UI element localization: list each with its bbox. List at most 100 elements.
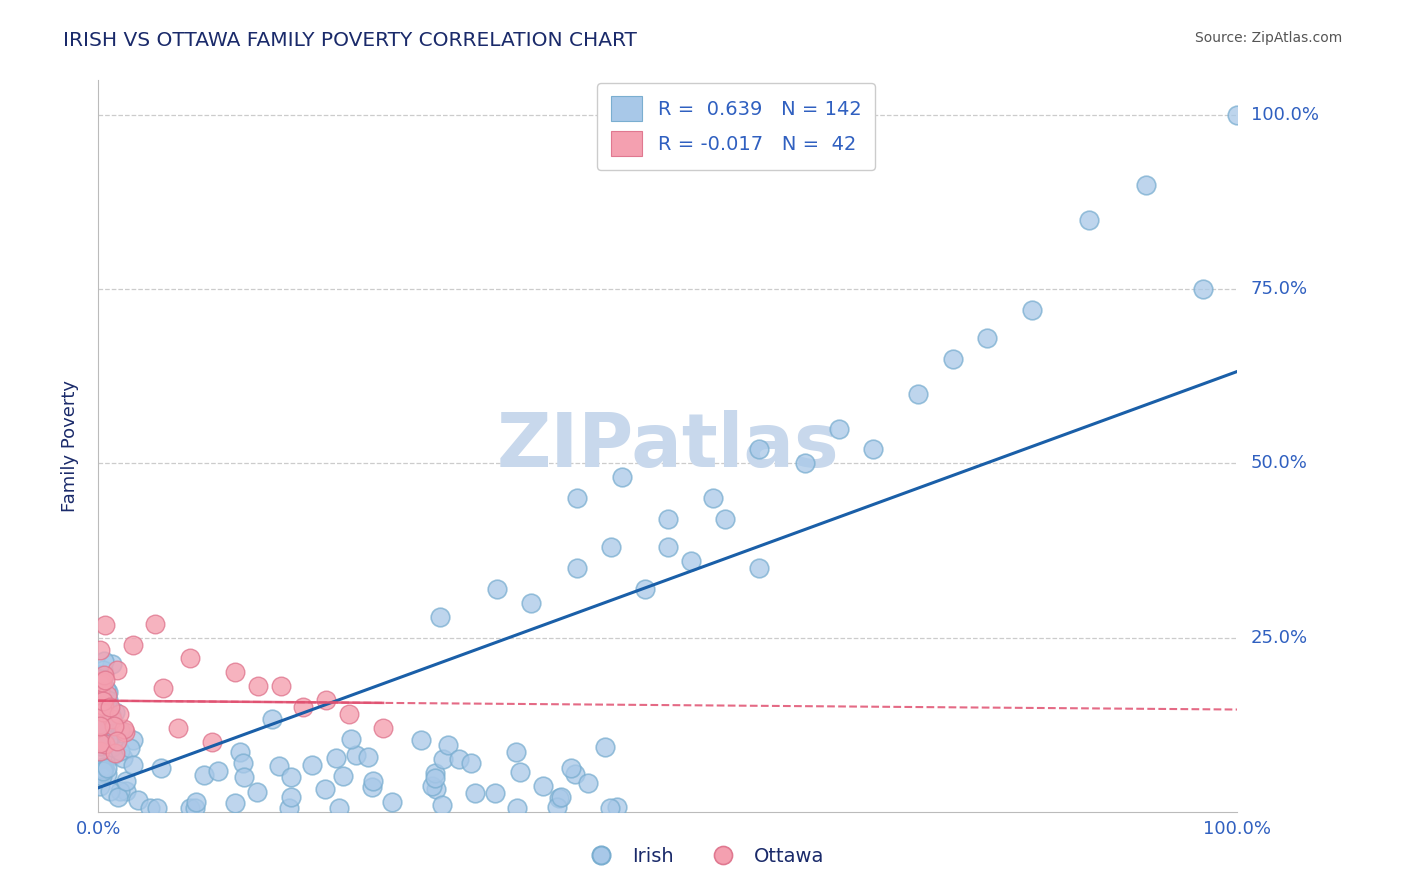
Point — [862, 442, 884, 457]
Point — [325, 751, 347, 765]
Text: 75.0%: 75.0% — [1251, 280, 1308, 298]
Point — [976, 331, 998, 345]
Point — [314, 782, 336, 797]
Point — [337, 707, 360, 722]
Point — [91, 747, 114, 761]
Point — [207, 764, 229, 778]
Point — [267, 759, 290, 773]
Point — [93, 759, 115, 773]
Point — [89, 739, 111, 753]
Point — [565, 491, 588, 506]
Point — [100, 713, 122, 727]
Point — [90, 674, 112, 689]
Point — [89, 643, 111, 657]
Point — [1078, 212, 1101, 227]
Text: 100.0%: 100.0% — [1251, 106, 1319, 124]
Point — [371, 721, 394, 735]
Point — [409, 733, 432, 747]
Point — [447, 752, 470, 766]
Point — [94, 693, 117, 707]
Point — [1192, 282, 1215, 296]
Point — [344, 747, 367, 762]
Point — [91, 694, 114, 708]
Point — [550, 789, 572, 804]
Point — [315, 693, 337, 707]
Point — [430, 798, 453, 813]
Point — [91, 701, 114, 715]
Point — [121, 758, 143, 772]
Point — [89, 719, 111, 733]
Point — [357, 750, 380, 764]
Point — [93, 762, 115, 776]
Point — [152, 681, 174, 696]
Point — [280, 770, 302, 784]
Point — [89, 744, 111, 758]
Point — [89, 714, 111, 728]
Point — [828, 421, 851, 435]
Point — [505, 745, 527, 759]
Point — [91, 769, 114, 783]
Point — [1226, 108, 1249, 122]
Point — [96, 689, 118, 703]
Point — [107, 790, 129, 805]
Point — [110, 723, 132, 737]
Point — [103, 719, 125, 733]
Point — [432, 752, 454, 766]
Point — [464, 786, 486, 800]
Point — [89, 734, 111, 748]
Point — [138, 801, 160, 815]
Point — [94, 673, 117, 688]
Point — [93, 699, 115, 714]
Point — [423, 766, 446, 780]
Point — [679, 554, 702, 568]
Point — [111, 751, 134, 765]
Point — [94, 716, 117, 731]
Point — [112, 722, 135, 736]
Point — [90, 739, 112, 753]
Point — [110, 784, 132, 798]
Point — [90, 760, 112, 774]
Point — [381, 796, 404, 810]
Point — [120, 740, 142, 755]
Point — [657, 512, 679, 526]
Point — [907, 386, 929, 401]
Point — [93, 715, 115, 730]
Point — [127, 793, 149, 807]
Text: 25.0%: 25.0% — [1251, 629, 1308, 647]
Point — [93, 700, 115, 714]
Point — [593, 739, 616, 754]
Point — [146, 801, 169, 815]
Point — [93, 654, 115, 668]
Point — [167, 721, 190, 735]
Point — [96, 761, 118, 775]
Point — [301, 758, 323, 772]
Point — [108, 744, 131, 758]
Point — [93, 725, 115, 739]
Point — [184, 801, 207, 815]
Legend: Irish, Ottawa: Irish, Ottawa — [574, 838, 832, 873]
Point — [91, 706, 114, 720]
Point — [1021, 303, 1043, 318]
Point — [91, 719, 114, 733]
Y-axis label: Family Poverty: Family Poverty — [60, 380, 79, 512]
Point — [702, 491, 724, 506]
Point — [425, 781, 447, 796]
Point — [942, 351, 965, 366]
Point — [546, 800, 568, 814]
Point — [94, 708, 117, 723]
Point — [93, 668, 115, 682]
Point — [90, 766, 112, 780]
Point — [232, 770, 254, 784]
Point — [606, 799, 628, 814]
Point — [292, 700, 315, 714]
Point — [100, 740, 122, 755]
Point — [634, 582, 657, 596]
Point — [122, 733, 145, 747]
Point — [179, 801, 201, 815]
Point — [280, 789, 302, 804]
Legend: R =  0.639   N = 142, R = -0.017   N =  42: R = 0.639 N = 142, R = -0.017 N = 42 — [598, 83, 875, 169]
Point — [96, 767, 118, 781]
Point — [105, 734, 128, 748]
Point — [332, 769, 354, 783]
Point — [114, 784, 136, 798]
